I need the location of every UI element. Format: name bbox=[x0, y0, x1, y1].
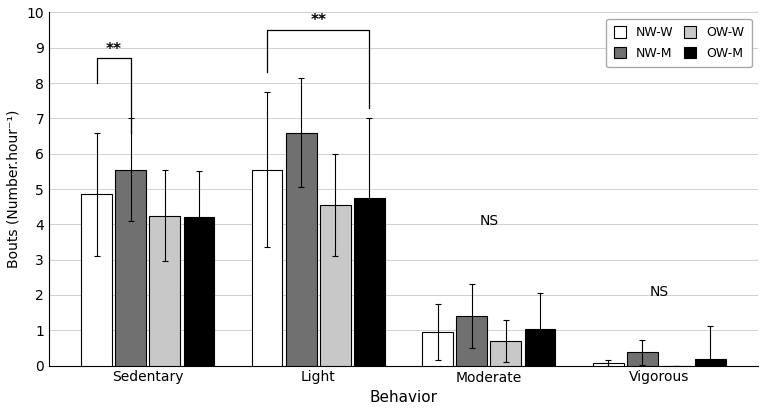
Bar bbox=[184, 217, 214, 365]
Bar bbox=[627, 352, 658, 365]
Bar bbox=[354, 198, 385, 365]
Bar bbox=[286, 133, 317, 365]
Bar bbox=[320, 205, 350, 365]
X-axis label: Behavior: Behavior bbox=[369, 390, 438, 405]
Bar bbox=[116, 170, 146, 365]
Bar bbox=[422, 332, 453, 365]
Bar bbox=[525, 328, 555, 365]
Bar bbox=[695, 359, 726, 365]
Text: **: ** bbox=[311, 13, 326, 28]
Bar bbox=[490, 341, 521, 365]
Bar bbox=[457, 316, 487, 365]
Y-axis label: Bouts (Number.hour⁻¹): Bouts (Number.hour⁻¹) bbox=[7, 110, 21, 268]
Text: NS: NS bbox=[649, 285, 669, 299]
Bar bbox=[149, 215, 180, 365]
Legend: NW-W, NW-M, OW-W, OW-M: NW-W, NW-M, OW-W, OW-M bbox=[606, 19, 752, 67]
Bar bbox=[252, 170, 282, 365]
Text: **: ** bbox=[106, 42, 122, 56]
Text: NS: NS bbox=[479, 214, 498, 228]
Bar bbox=[81, 194, 112, 365]
Bar bbox=[593, 363, 623, 365]
